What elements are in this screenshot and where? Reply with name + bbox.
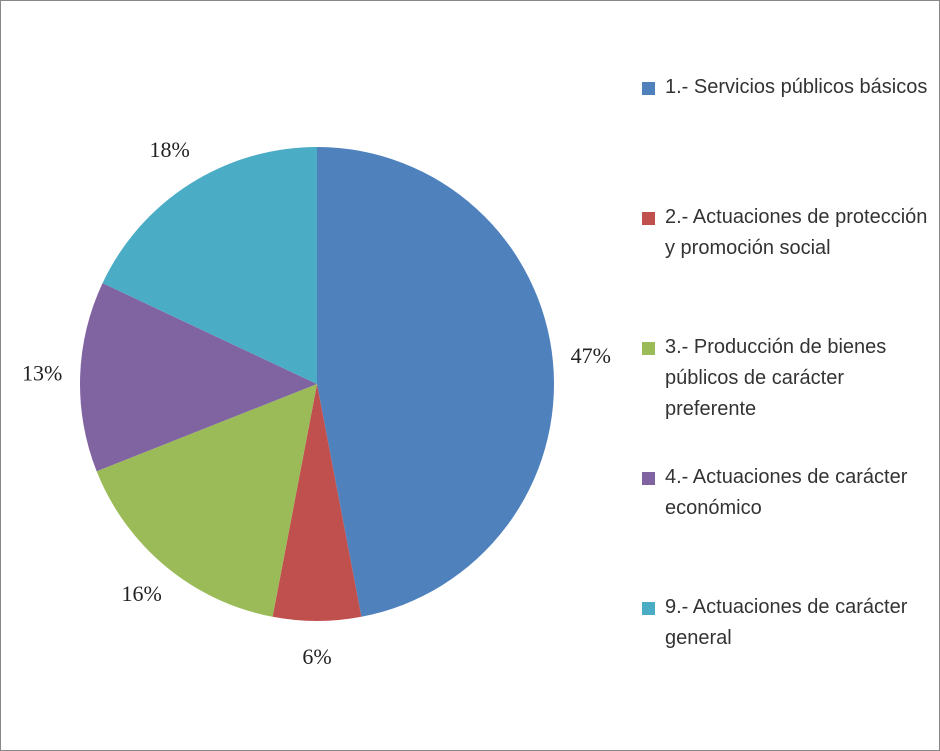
legend-label: 2.- Actuaciones de protección y promoció… xyxy=(665,206,928,259)
legend-item: 1.- Servicios públicos básicos xyxy=(642,72,934,202)
legend-label: 3.- Producción de bienes públicos de car… xyxy=(665,336,887,420)
data-label: 6% xyxy=(302,644,331,669)
legend-swatch xyxy=(642,342,655,355)
pie-slice xyxy=(272,384,362,621)
legend-item: 4.- Actuaciones de carácter económico xyxy=(642,462,934,592)
legend: 1.- Servicios públicos básicos 2.- Actuac… xyxy=(642,72,934,722)
legend-swatch xyxy=(642,212,655,225)
legend-label: 4.- Actuaciones de carácter económico xyxy=(665,466,908,519)
data-label: 18% xyxy=(149,137,189,162)
pie-slice xyxy=(317,147,554,617)
legend-item: 3.- Producción de bienes públicos de car… xyxy=(642,332,934,462)
data-label: 16% xyxy=(122,581,162,606)
legend-label: 9.- Actuaciones de carácter general xyxy=(665,596,908,649)
legend-swatch xyxy=(642,472,655,485)
legend-label: 1.- Servicios públicos básicos xyxy=(665,76,928,98)
legend-item: 2.- Actuaciones de protección y promoció… xyxy=(642,202,934,332)
legend-swatch xyxy=(642,602,655,615)
data-label: 13% xyxy=(22,360,62,385)
pie-slice xyxy=(80,283,318,472)
pie-slice xyxy=(96,384,317,617)
legend-item: 9.- Actuaciones de carácter general xyxy=(642,592,934,722)
pie-slice xyxy=(102,147,317,384)
legend-swatch xyxy=(642,82,655,95)
data-label: 47% xyxy=(571,343,611,368)
